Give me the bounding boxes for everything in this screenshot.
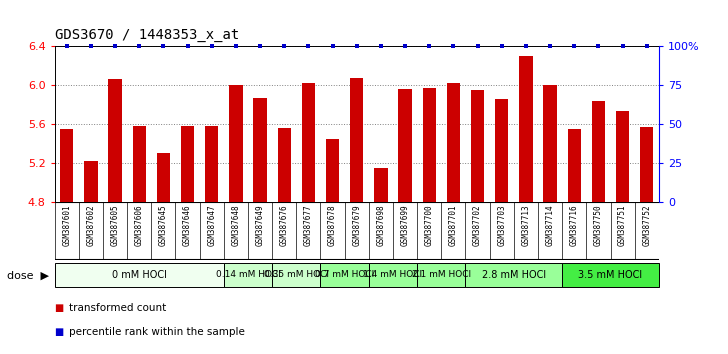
Text: 1.4 mM HOCl: 1.4 mM HOCl xyxy=(363,270,422,279)
Text: GSM387601: GSM387601 xyxy=(62,205,71,246)
Bar xyxy=(326,138,339,202)
Text: 3.5 mM HOCl: 3.5 mM HOCl xyxy=(579,270,643,280)
Bar xyxy=(422,88,436,202)
Text: GSM387752: GSM387752 xyxy=(642,205,652,246)
Bar xyxy=(519,56,533,202)
Bar xyxy=(132,126,146,202)
Bar xyxy=(495,98,508,202)
Text: GSM387750: GSM387750 xyxy=(594,205,603,246)
Text: 2.8 mM HOCl: 2.8 mM HOCl xyxy=(482,270,546,280)
Text: dose  ▶: dose ▶ xyxy=(7,270,50,280)
Bar xyxy=(465,263,562,287)
Text: transformed count: transformed count xyxy=(69,303,167,313)
Text: GSM387703: GSM387703 xyxy=(497,205,506,246)
Bar xyxy=(398,89,412,202)
Text: GSM387701: GSM387701 xyxy=(449,205,458,246)
Bar xyxy=(205,126,218,202)
Bar xyxy=(616,111,629,202)
Text: 0.14 mM HOCl: 0.14 mM HOCl xyxy=(215,270,280,279)
Bar xyxy=(369,263,417,287)
Bar xyxy=(223,263,272,287)
Text: GSM387716: GSM387716 xyxy=(570,205,579,246)
Bar xyxy=(277,128,291,202)
Bar xyxy=(253,98,266,202)
Text: GSM387677: GSM387677 xyxy=(304,205,313,246)
Bar xyxy=(272,263,320,287)
Bar xyxy=(229,85,242,202)
Text: GSM387602: GSM387602 xyxy=(87,205,95,246)
Bar xyxy=(60,129,74,202)
Bar xyxy=(181,126,194,202)
Text: ■: ■ xyxy=(55,303,64,313)
Text: GSM387678: GSM387678 xyxy=(328,205,337,246)
Bar xyxy=(157,153,170,202)
Text: GDS3670 / 1448353_x_at: GDS3670 / 1448353_x_at xyxy=(55,28,239,42)
Bar xyxy=(640,127,654,202)
Text: 0 mM HOCl: 0 mM HOCl xyxy=(112,270,167,280)
Text: percentile rank within the sample: percentile rank within the sample xyxy=(69,327,245,337)
Text: GSM387679: GSM387679 xyxy=(352,205,361,246)
Bar xyxy=(301,83,315,202)
Bar xyxy=(84,161,98,202)
Bar xyxy=(471,90,484,202)
Bar xyxy=(350,78,363,202)
Text: GSM387702: GSM387702 xyxy=(473,205,482,246)
Bar xyxy=(320,263,369,287)
Text: GSM387605: GSM387605 xyxy=(111,205,119,246)
Text: GSM387700: GSM387700 xyxy=(424,205,434,246)
Bar xyxy=(108,79,122,202)
Text: GSM387649: GSM387649 xyxy=(256,205,264,246)
Bar xyxy=(374,168,387,202)
Text: GSM387648: GSM387648 xyxy=(232,205,240,246)
Text: GSM387714: GSM387714 xyxy=(545,205,555,246)
Text: GSM387647: GSM387647 xyxy=(207,205,216,246)
Text: ■: ■ xyxy=(55,327,64,337)
Text: 0.7 mM HOCl: 0.7 mM HOCl xyxy=(315,270,374,279)
Text: 2.1 mM HOCl: 2.1 mM HOCl xyxy=(412,270,471,279)
Text: GSM387713: GSM387713 xyxy=(521,205,531,246)
Bar xyxy=(447,83,460,202)
Bar xyxy=(592,101,605,202)
Text: GSM387751: GSM387751 xyxy=(618,205,627,246)
Bar xyxy=(55,263,223,287)
Text: GSM387645: GSM387645 xyxy=(159,205,168,246)
Text: GSM387699: GSM387699 xyxy=(400,205,410,246)
Text: GSM387646: GSM387646 xyxy=(183,205,192,246)
Bar xyxy=(562,263,659,287)
Bar xyxy=(568,129,581,202)
Text: GSM387698: GSM387698 xyxy=(376,205,385,246)
Bar xyxy=(543,85,557,202)
Text: 0.35 mM HOCl: 0.35 mM HOCl xyxy=(264,270,329,279)
Text: GSM387676: GSM387676 xyxy=(280,205,289,246)
Bar xyxy=(417,263,465,287)
Text: GSM387606: GSM387606 xyxy=(135,205,143,246)
